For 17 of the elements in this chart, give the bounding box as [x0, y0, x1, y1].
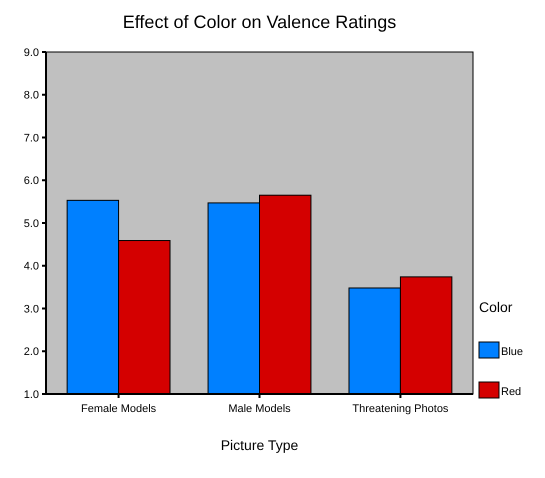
x-tick-label: Male Models: [228, 403, 292, 415]
x-tick-label: Female Models: [80, 403, 157, 415]
legend-label: Red: [501, 386, 522, 398]
y-tick-label: 7.0: [24, 132, 39, 144]
x-tick-label: Threatening Photos: [352, 403, 449, 415]
x-axis-title: Picture Type: [220, 437, 298, 453]
y-tick-label: 3.0: [24, 303, 39, 316]
legend-title: Color: [479, 299, 513, 315]
y-tick-label: 1.0: [24, 388, 39, 401]
chart-title: Effect of Color on Valence Ratings: [122, 12, 396, 32]
y-tick-label: 4.0: [24, 260, 39, 273]
y-tick-label: 6.0: [24, 175, 39, 188]
y-tick-label: 5.0: [24, 218, 39, 230]
y-tick-label: 2.0: [24, 346, 39, 358]
y-tick-label: 8.0: [24, 90, 39, 102]
legend-label: Blue: [501, 346, 524, 358]
y-tick-label: 9.0: [24, 46, 39, 59]
